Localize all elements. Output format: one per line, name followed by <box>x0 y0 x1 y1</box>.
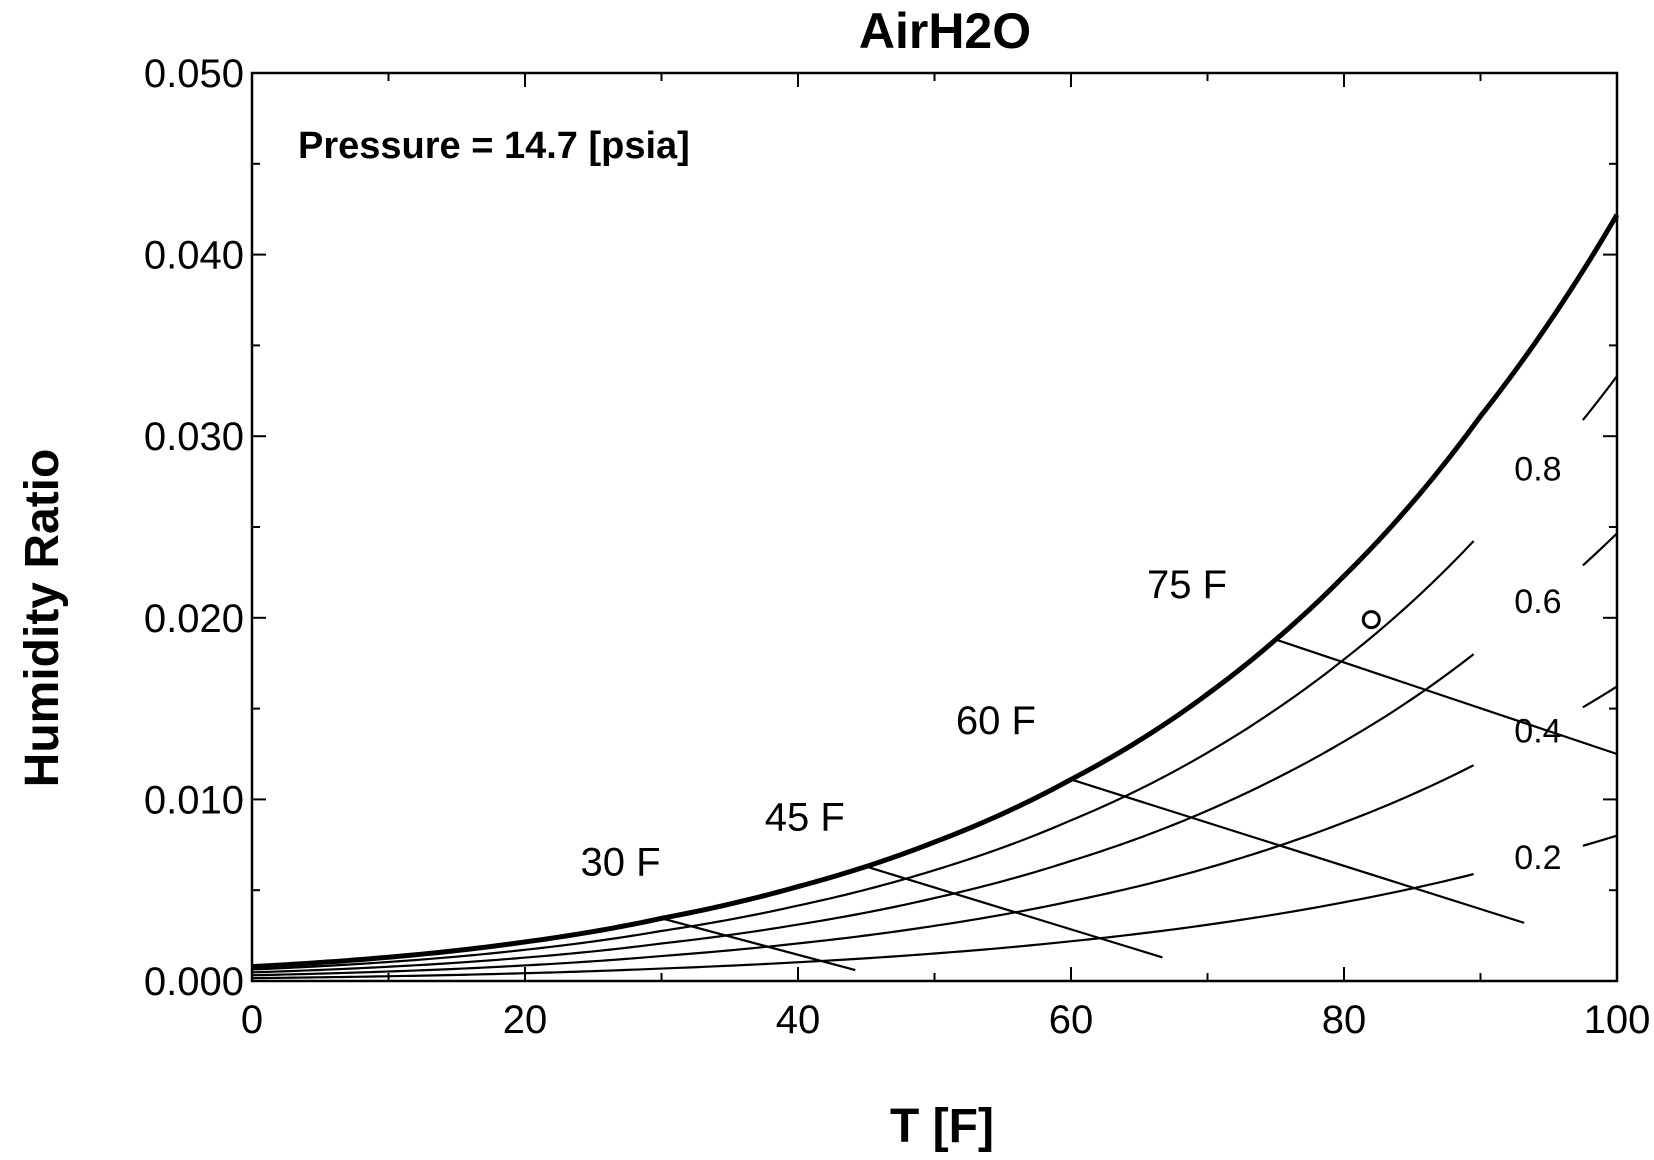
chart-title: AirH2O <box>859 3 1031 59</box>
wet-bulb-label: 60 F <box>956 699 1036 743</box>
x-tick-label: 100 <box>1584 998 1651 1042</box>
y-axis-title: Humidity Ratio <box>16 449 69 788</box>
x-axis-title: T [F] <box>890 1100 994 1153</box>
wet-bulb-line <box>1070 778 1525 924</box>
state-point-marker <box>1361 610 1381 630</box>
rh-label: 0.8 <box>1514 451 1561 489</box>
x-tick-label: 20 <box>503 998 548 1042</box>
rh-label: 0.2 <box>1514 839 1561 877</box>
y-tick-label: 0.020 <box>144 597 244 641</box>
wet-bulb-label: 30 F <box>581 841 661 885</box>
y-tick-label: 0.050 <box>144 52 244 96</box>
plot-frame <box>250 71 1619 983</box>
pressure-annotation: Pressure = 14.7 [psia] <box>298 125 690 167</box>
rh-curve-0-2-end <box>1582 834 1618 847</box>
x-tick-label: 60 <box>1049 998 1094 1042</box>
rh-curve-0-8 <box>251 540 1475 971</box>
rh-curve-0-6 <box>251 653 1475 974</box>
x-tick-label: 0 <box>241 998 263 1042</box>
wet-bulb-line <box>661 917 856 972</box>
y-tick-label: 0.010 <box>144 778 244 822</box>
saturation-line <box>251 213 1620 970</box>
x-tick-label: 40 <box>776 998 821 1042</box>
y-tick-label: 0.000 <box>144 960 244 1004</box>
y-tick-label: 0.040 <box>144 234 244 278</box>
wet-bulb-line <box>1275 638 1618 756</box>
rh-curve-0-6-end <box>1582 532 1618 567</box>
x-tick-label: 80 <box>1322 998 1367 1042</box>
y-tick-label: 0.030 <box>144 415 244 459</box>
rh-label: 0.6 <box>1514 583 1561 621</box>
wet-bulb-label: 75 F <box>1147 563 1227 607</box>
rh-curve-0-4-end <box>1582 685 1618 709</box>
rh-curve-0-8-end <box>1582 375 1618 421</box>
rh-curve-0-4 <box>251 764 1475 977</box>
wet-bulb-label: 45 F <box>765 795 845 839</box>
rh-label: 0.4 <box>1514 712 1561 750</box>
rh-curve-0-2 <box>251 873 1474 980</box>
wet-bulb-line <box>865 865 1163 959</box>
